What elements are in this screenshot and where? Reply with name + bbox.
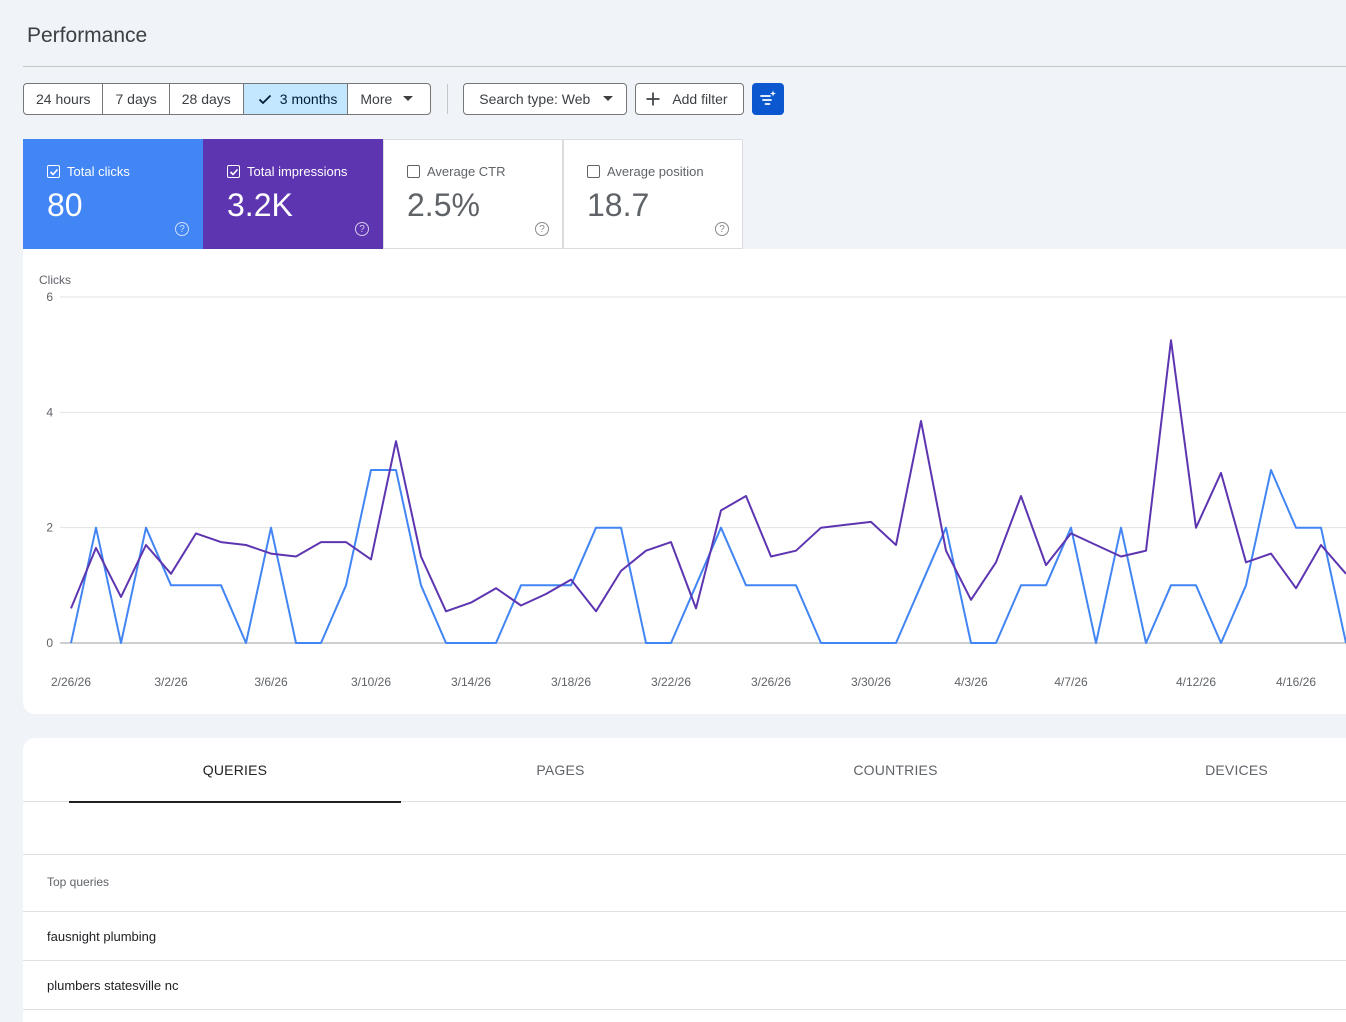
column-header-top-queries[interactable]: Top queries [47, 875, 110, 889]
plus-icon [644, 90, 662, 108]
dimension-tabs: QUERIES PAGES COUNTRIES DEVICES [23, 738, 1346, 803]
help-icon[interactable]: ? [535, 222, 549, 236]
dropdown-arrow-icon [398, 90, 418, 108]
y-tick-label: 2 [46, 521, 53, 535]
filter-sparkle-icon [758, 89, 778, 109]
checkbox-checked-icon [47, 165, 60, 178]
date-range-28-days[interactable]: 28 days [170, 84, 244, 114]
impressions-series-line [70, 339, 1346, 613]
metric-label: Total clicks [67, 164, 130, 179]
tab-countries[interactable]: COUNTRIES [853, 762, 938, 778]
checkbox-unchecked-icon [587, 165, 600, 178]
x-tick-label: 3/14/26 [451, 675, 491, 689]
x-tick-label: 3/26/26 [751, 675, 791, 689]
y-tick-label: 0 [46, 636, 53, 650]
performance-chart: Clicks 0 2 4 6 2/26/26 3/2/26 3/6/26 3/10/26 3/… [23, 249, 1346, 714]
dropdown-arrow-icon [598, 90, 618, 108]
help-icon[interactable]: ? [355, 222, 369, 236]
x-tick-label: 3/18/26 [551, 675, 591, 689]
query-row[interactable]: plumbers statesville nc [47, 978, 179, 993]
metric-average-position[interactable]: Average position 18.7 ? [563, 139, 743, 249]
toolbar-divider [447, 84, 449, 114]
y-axis-label: Clicks [39, 273, 71, 287]
date-range-7-days[interactable]: 7 days [103, 84, 170, 114]
check-icon [256, 90, 274, 108]
y-tick-label: 4 [46, 405, 53, 419]
divider [23, 911, 1346, 912]
search-type-dropdown[interactable]: Search type: Web [463, 83, 628, 115]
date-range-more[interactable]: More [348, 84, 430, 114]
metric-value: 2.5% [407, 187, 480, 223]
x-tick-label: 2/26/26 [51, 675, 91, 689]
y-tick-label: 6 [46, 290, 53, 304]
checkbox-checked-icon [227, 165, 240, 178]
search-type-label: Search type: Web [479, 91, 591, 107]
x-tick-label: 4/12/26 [1176, 675, 1216, 689]
query-row[interactable]: fausnight plumbing [47, 929, 157, 944]
metric-cards: Total clicks 80 ? Total impressions 3.2K… [23, 139, 743, 249]
tab-queries[interactable]: QUERIES [69, 738, 401, 803]
checkbox-unchecked-icon [407, 165, 420, 178]
x-tick-label: 3/10/26 [351, 675, 391, 689]
metric-average-ctr[interactable]: Average CTR 2.5% ? [383, 139, 563, 249]
date-range-more-label: More [360, 91, 393, 107]
date-range-24-hours[interactable]: 24 hours [24, 84, 104, 114]
title-divider [23, 66, 1346, 67]
tab-devices[interactable]: DEVICES [1205, 762, 1268, 778]
x-tick-label: 3/2/26 [154, 675, 188, 689]
add-filter-button[interactable]: Add filter [635, 83, 744, 115]
x-tick-label: 3/6/26 [254, 675, 288, 689]
add-filter-label: Add filter [672, 91, 728, 107]
tab-pages[interactable]: PAGES [536, 762, 585, 778]
divider [23, 960, 1346, 961]
date-range-3-months[interactable]: 3 months [243, 84, 349, 114]
page-title: Performance [27, 24, 148, 47]
help-icon[interactable]: ? [175, 222, 189, 236]
filter-toolbar: 24 hours 7 days 28 days 3 months More Se… [23, 83, 784, 115]
x-tick-label: 4/3/26 [954, 675, 988, 689]
divider [23, 854, 1346, 855]
x-tick-label: 3/30/26 [851, 675, 891, 689]
chart-svg: Clicks 0 2 4 6 2/26/26 3/2/26 3/6/26 3/10/26 3/… [39, 273, 1346, 689]
divider [23, 1009, 1346, 1010]
metric-value: 3.2K [227, 187, 293, 223]
metric-value: 80 [47, 187, 83, 223]
metric-value: 18.7 [587, 187, 650, 223]
x-tick-label: 3/22/26 [651, 675, 691, 689]
x-tick-label: 4/7/26 [1054, 675, 1088, 689]
help-icon[interactable]: ? [715, 222, 729, 236]
date-range-selector: 24 hours 7 days 28 days 3 months More [23, 83, 432, 115]
x-tick-label: 4/16/26 [1276, 675, 1316, 689]
metric-label: Total impressions [247, 164, 348, 179]
date-range-3-months-label: 3 months [279, 91, 338, 107]
metric-total-clicks[interactable]: Total clicks 80 ? [23, 139, 203, 249]
data-table-card: QUERIES PAGES COUNTRIES DEVICES Top quer… [23, 738, 1346, 1022]
metric-label: Average position [607, 164, 704, 179]
metric-total-impressions[interactable]: Total impressions 3.2K ? [203, 139, 383, 249]
filter-settings-button[interactable] [751, 83, 784, 115]
metric-label: Average CTR [427, 164, 506, 179]
